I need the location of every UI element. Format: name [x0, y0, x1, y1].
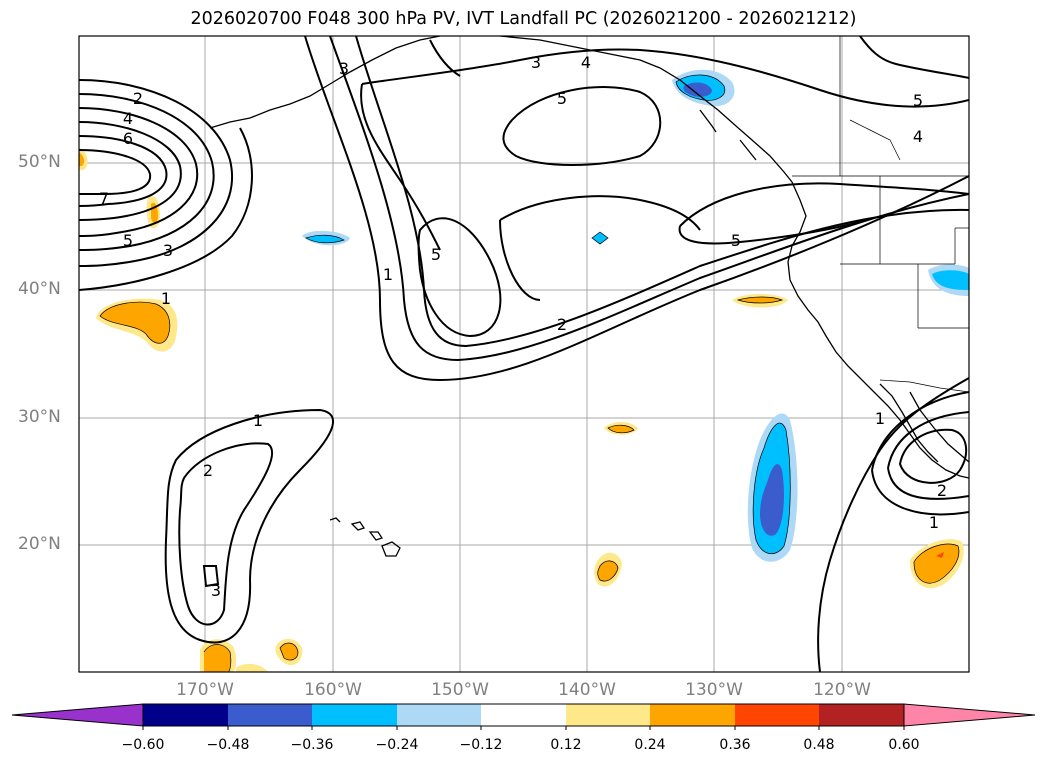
- gridlines: [79, 36, 969, 672]
- colorbar: [11, 703, 1036, 730]
- contour-label: 4: [913, 127, 923, 146]
- lat-label-30n: 30°N: [18, 407, 61, 427]
- contour-label: 7: [99, 189, 109, 208]
- contour-label: 2: [203, 461, 213, 480]
- colorbar-segment: [566, 704, 650, 726]
- map-frame: [78, 35, 970, 673]
- colorbar-tick-label: −0.12: [459, 737, 503, 753]
- contour-label: 2: [557, 315, 567, 334]
- colorbar-tick-label: 0.60: [888, 737, 920, 753]
- colorbar-tick-label: 0.48: [803, 737, 835, 753]
- contour-label: 1: [875, 409, 885, 428]
- ivt-shading: [79, 69, 969, 672]
- colorbar-extend-high: [903, 703, 1036, 727]
- contour-label: 1: [161, 289, 171, 308]
- contour-labels: 2 4 6 7 5 3 1 3 3 4 5 5 4 5 1 5 2 1 2 3 …: [99, 53, 947, 600]
- figure-title: 2026020700 F048 300 hPa PV, IVT Landfall…: [190, 9, 857, 29]
- shading-outlines: [99, 74, 960, 672]
- colorbar-tick-label: −0.60: [121, 737, 165, 753]
- colorbar-segment: [735, 704, 819, 726]
- contour-label: 3: [163, 241, 173, 260]
- colorbar-segment: [228, 704, 312, 726]
- contour-label: 3: [211, 581, 221, 600]
- colorbar-tick-label: −0.48: [206, 737, 250, 753]
- colorbar-frame: [142, 703, 905, 727]
- contour-label: 5: [913, 91, 923, 110]
- lon-label-160w: 160°W: [304, 680, 362, 700]
- contour-label: 4: [581, 53, 591, 72]
- colorbar-segment: [650, 704, 735, 726]
- colorbar-segment: [143, 704, 228, 726]
- colorbar-segment: [312, 704, 397, 726]
- contour-label: 1: [383, 265, 393, 284]
- colorbar-tick-label: −0.24: [375, 737, 419, 753]
- lon-label-130w: 130°W: [685, 680, 743, 700]
- lon-label-140w: 140°W: [558, 680, 616, 700]
- lat-label-50n: 50°N: [18, 152, 61, 172]
- contour-label: 3: [339, 59, 349, 78]
- lat-label-20n: 20°N: [18, 534, 61, 554]
- contour-label: 1: [929, 513, 939, 532]
- colorbar-segment: [819, 704, 904, 726]
- lon-label-170w: 170°W: [176, 680, 234, 700]
- contour-label: 5: [431, 245, 441, 264]
- colorbar-tick-label: 0.36: [719, 737, 751, 753]
- lat-label-40n: 40°N: [18, 279, 61, 299]
- contour-label: 3: [531, 53, 541, 72]
- colorbar-extend-low: [11, 703, 144, 727]
- contour-label: 4: [123, 109, 133, 128]
- contour-label: 2: [937, 481, 947, 500]
- colorbar-tick-label: −0.36: [290, 737, 334, 753]
- contour-label: 2: [133, 89, 143, 108]
- lon-label-120w: 120°W: [813, 680, 871, 700]
- contour-label: 1: [253, 411, 263, 430]
- contour-label: 5: [731, 231, 741, 250]
- colorbar-tick-label: 0.12: [550, 737, 582, 753]
- pv-contours: [79, 36, 969, 672]
- contour-label: 5: [557, 89, 567, 108]
- contour-label: 5: [123, 231, 133, 250]
- map-background: [79, 36, 969, 672]
- colorbar-segment: [397, 704, 481, 726]
- colorbar-segment: [481, 704, 566, 726]
- borders: [792, 36, 969, 393]
- coastlines: [209, 36, 969, 557]
- lon-label-150w: 150°W: [431, 680, 489, 700]
- contour-label: 6: [123, 129, 133, 148]
- colorbar-tick-label: 0.24: [634, 737, 666, 753]
